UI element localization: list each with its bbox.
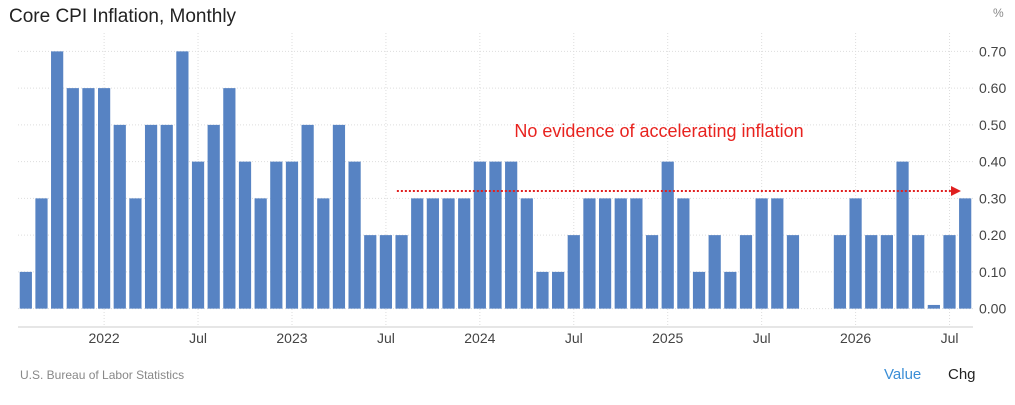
bar [959,198,972,309]
bar [927,304,940,309]
bar [98,88,111,309]
x-tick-label: 2022 [89,330,120,346]
bar [207,124,220,309]
source-label: U.S. Bureau of Labor Statistics [20,368,185,382]
y-tick-label: 0.00 [979,301,1006,317]
bar [458,198,471,309]
bar [176,51,189,309]
y-tick-label: 0.70 [979,43,1006,59]
bar [364,235,377,309]
bar [285,161,299,309]
bar [489,161,502,309]
bar [912,235,925,309]
bar [270,161,283,309]
y-axis: 0.00 0.10 0.20 0.30 0.40 0.50 0.60 0.70 [979,43,1006,316]
bar [129,198,142,309]
bar [849,198,862,309]
bar [520,198,533,309]
bar [348,161,361,309]
value-toggle[interactable]: Value [884,366,922,383]
x-tick-label: Jul [565,330,583,346]
bar [755,198,768,309]
bar [692,271,706,309]
bar [896,161,909,309]
x-tick-label: 2024 [464,330,495,346]
x-tick-label: 2026 [840,330,871,346]
annotation-arrow-head [951,186,961,197]
x-tick-label: 2025 [652,330,683,346]
bar [567,235,580,309]
bar [66,88,79,309]
chart-title: Core CPI Inflation, Monthly [9,6,237,27]
bar [880,235,893,309]
bar [833,235,847,309]
bar [645,235,659,309]
annotation-text: No evidence of accelerating inflation [514,121,803,141]
bar-chart: 0.00 0.10 0.20 0.30 0.40 0.50 0.60 0.70 2022 Jul… [18,33,1006,346]
bar [191,161,205,309]
bar [786,235,800,309]
bar [943,235,956,309]
bar [395,235,408,309]
bar [708,235,721,309]
bar [614,198,627,309]
bar [865,235,878,309]
bar [223,88,236,309]
annotation-group: No evidence of accelerating inflation [396,121,961,197]
bar [661,161,674,309]
bar [442,198,455,309]
x-axis: 2022 Jul 2023 Jul 2024 Jul 2025 Jul 2026 Jul [89,330,959,346]
x-tick-label: Jul [189,330,207,346]
bar [473,161,486,309]
bar [301,124,314,309]
bar [113,124,126,309]
bar [583,198,596,309]
bar [536,271,549,309]
bar-series [19,51,972,309]
y-tick-label: 0.50 [979,117,1006,133]
y-tick-label: 0.40 [979,154,1006,170]
y-tick-label: 0.10 [979,264,1006,280]
y-tick-label: 0.60 [979,80,1006,96]
bar [35,198,48,309]
bar [160,124,173,309]
bar [598,198,612,309]
unit-label: % [993,6,1004,20]
bar [411,198,424,309]
y-tick-label: 0.30 [979,190,1006,206]
bar [332,124,346,309]
bar [51,51,64,309]
bar [677,198,690,309]
bar [426,198,439,309]
bar [144,124,158,309]
y-tick-label: 0.20 [979,227,1006,243]
x-tick-label: Jul [377,330,395,346]
bar [739,235,753,309]
bar [317,198,330,309]
bar [379,235,393,309]
bar [19,271,32,309]
bar [552,271,565,309]
chg-toggle[interactable]: Chg [948,366,976,383]
bar [724,271,737,309]
x-tick-label: Jul [753,330,771,346]
bar [771,198,784,309]
bar [630,198,643,309]
bar [254,198,267,309]
x-tick-label: 2023 [276,330,307,346]
bar [238,161,252,309]
bar [82,88,95,309]
x-tick-label: Jul [941,330,959,346]
bar [505,161,518,309]
